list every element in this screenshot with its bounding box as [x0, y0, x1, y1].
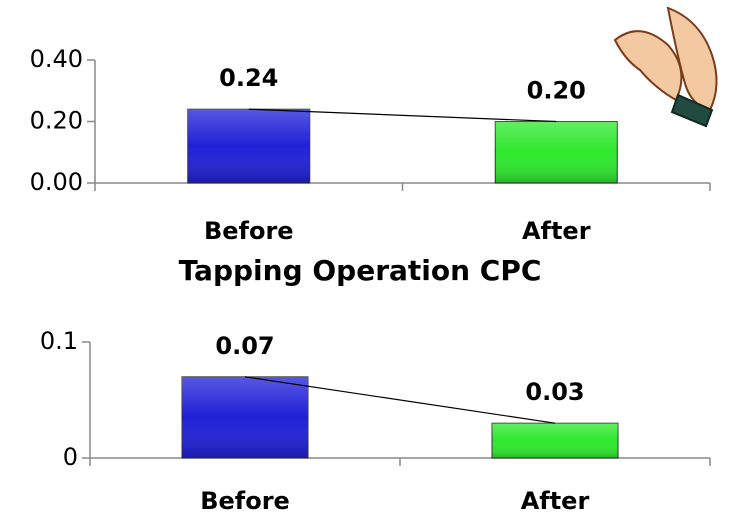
category-label: Before: [204, 217, 294, 245]
trend-line: [248, 108, 557, 123]
bar-shade: [187, 109, 310, 183]
value-label: 0.07: [215, 332, 274, 360]
y-tick-label: 0.1: [40, 327, 78, 355]
bar-shade: [495, 121, 618, 183]
value-label: 0.24: [219, 64, 278, 92]
chart-title: Tapping Operation CPC: [179, 254, 542, 287]
clapping-hands-icon: [613, 6, 718, 128]
y-tick-label: 0.40: [30, 45, 83, 73]
bar-shade: [182, 376, 308, 458]
bar-shade: [492, 423, 618, 458]
category-label: After: [522, 217, 591, 245]
y-tick-label: 0: [63, 443, 78, 471]
category-label: Before: [200, 487, 290, 515]
category-label: After: [521, 487, 590, 515]
y-tick-label: 0.00: [30, 168, 83, 196]
charts: 0.00 0.20 0.40 0.24 Before 0.20 After Tapping O…: [30, 45, 711, 515]
value-label: 0.20: [527, 77, 586, 105]
y-tick-label: 0.20: [30, 107, 83, 135]
trend-line: [244, 376, 556, 424]
value-label: 0.03: [525, 378, 584, 406]
